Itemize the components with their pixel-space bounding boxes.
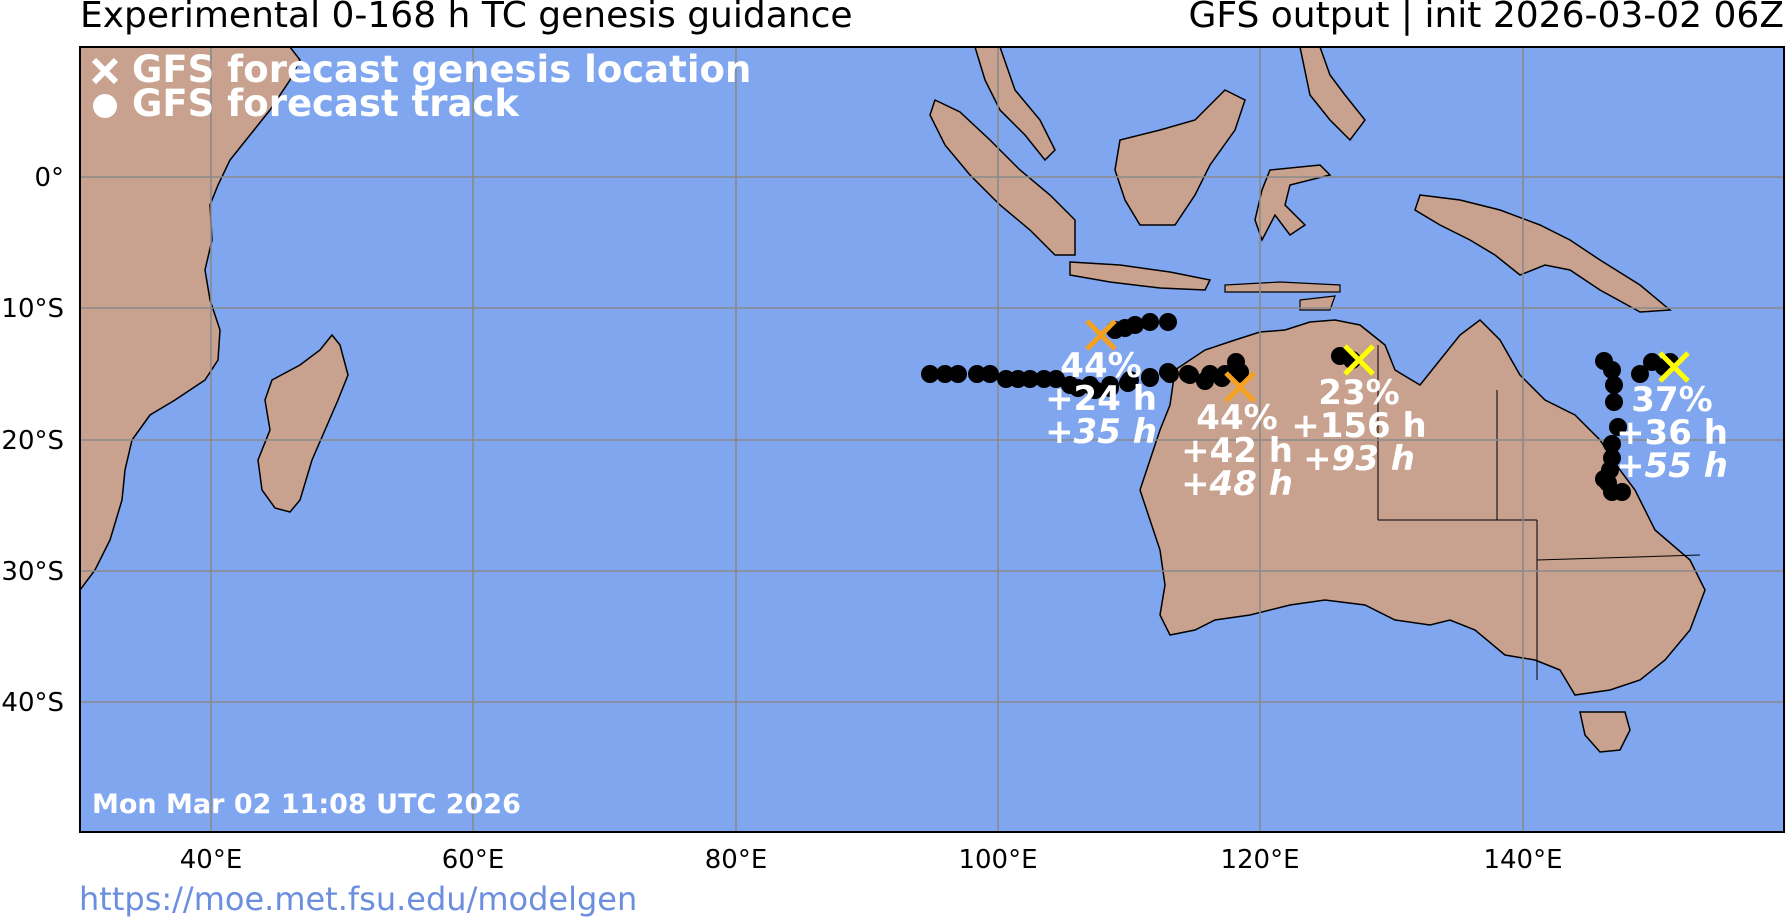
legend-genesis-label: GFS forecast genesis location — [132, 48, 751, 91]
track-point — [1631, 365, 1649, 383]
track-point — [1141, 313, 1159, 331]
genesis-lead-time-alt: +55 h — [1616, 446, 1728, 486]
new-guinea — [1414, 194, 1672, 313]
track-point — [1609, 418, 1627, 436]
track-point — [949, 365, 967, 383]
track-point — [1601, 461, 1619, 479]
lon-tick: 40°E — [180, 845, 243, 875]
track-point — [1086, 381, 1104, 399]
australia — [1139, 319, 1706, 696]
lon-tick: 140°E — [1483, 845, 1562, 875]
lon-tick-labels: 40°E 60°E 80°E 100°E 120°E 140°E — [180, 845, 1563, 875]
genesis-probability: 37% — [1631, 380, 1712, 420]
lon-tick: 80°E — [705, 845, 768, 875]
model-init-title: GFS output | init 2026-03-02 06Z — [1188, 0, 1784, 36]
track-point — [1181, 366, 1199, 384]
track-point — [1119, 374, 1137, 392]
lon-tick: 100°E — [958, 845, 1037, 875]
lat-tick: 30°S — [1, 557, 64, 587]
philippines — [1299, 47, 1366, 142]
lat-tick: 40°S — [1, 688, 64, 718]
lat-tick-labels: 0° 10°S 20°S 30°S 40°S — [1, 163, 64, 718]
track-point — [1613, 483, 1631, 501]
genesis-markers — [1085, 319, 1690, 403]
track-point — [1605, 376, 1623, 394]
genesis-x-marker — [1085, 319, 1117, 351]
chart-title: Experimental 0-168 h TC genesis guidance — [80, 0, 853, 36]
lon-tick: 60°E — [442, 845, 505, 875]
lesser-sunda-islands — [1224, 281, 1341, 311]
track-point — [1603, 361, 1621, 379]
system-labels: 44%+24 h+35 h 44%+42 h+48 h23%+156 h+93 h… — [1045, 346, 1728, 504]
track-point — [1159, 313, 1177, 331]
track-point — [1069, 379, 1087, 397]
map-frame — [79, 46, 1785, 833]
track-point — [981, 365, 999, 383]
genesis-lead-time-alt: +93 h — [1303, 439, 1415, 479]
legend-track-label: GFS forecast track — [132, 82, 520, 125]
track-point — [921, 365, 939, 383]
track-point — [1126, 316, 1144, 334]
lon-tick: 120°E — [1220, 845, 1299, 875]
genesis-x-marker — [1658, 351, 1690, 383]
genesis-lead-time-alt: +35 h — [1045, 412, 1157, 452]
legend-x-icon — [91, 57, 119, 85]
legend-dot-icon — [93, 94, 117, 118]
genesis-x-marker — [1343, 344, 1375, 376]
track-point — [1047, 370, 1065, 388]
track-point — [1101, 379, 1119, 397]
genesis-lead-time: +156 h — [1291, 406, 1427, 446]
track-point — [1021, 370, 1039, 388]
timestamp: Mon Mar 02 11:08 UTC 2026 — [92, 789, 521, 820]
track-point — [1227, 353, 1245, 371]
genesis-probability: 44% — [1196, 398, 1277, 438]
track-point — [936, 365, 954, 383]
madagascar — [257, 333, 349, 513]
lat-tick: 10°S — [1, 294, 64, 324]
genesis-lead-time-alt: +48 h — [1181, 464, 1293, 504]
genesis-lead-time: +42 h — [1181, 431, 1293, 471]
track-point — [1603, 435, 1621, 453]
track-point — [1141, 368, 1159, 386]
malay-peninsula — [974, 47, 1056, 162]
java — [1069, 261, 1212, 291]
borneo — [1114, 89, 1246, 226]
lat-lon-grid — [80, 47, 1784, 832]
genesis-lead-time: +36 h — [1616, 413, 1728, 453]
source-link[interactable]: https://moe.met.fsu.edu/modelgen — [79, 880, 638, 918]
state-borders — [1377, 345, 1701, 680]
lat-tick: 20°S — [1, 426, 64, 456]
genesis-probability: 23% — [1318, 373, 1399, 413]
track-point — [1605, 393, 1623, 411]
track-point — [968, 365, 986, 383]
legend: GFS forecast genesis location GFS foreca… — [91, 48, 751, 125]
track-point — [1196, 372, 1214, 390]
genesis-lead-time: +24 h — [1045, 379, 1157, 419]
lat-tick: 0° — [34, 163, 64, 193]
track-point — [1159, 363, 1177, 381]
tasmania — [1579, 711, 1631, 753]
genesis-x-marker — [1224, 371, 1256, 403]
africa-landmass — [80, 47, 301, 592]
genesis-probability: 44% — [1060, 346, 1141, 386]
sulawesi — [1254, 164, 1332, 242]
